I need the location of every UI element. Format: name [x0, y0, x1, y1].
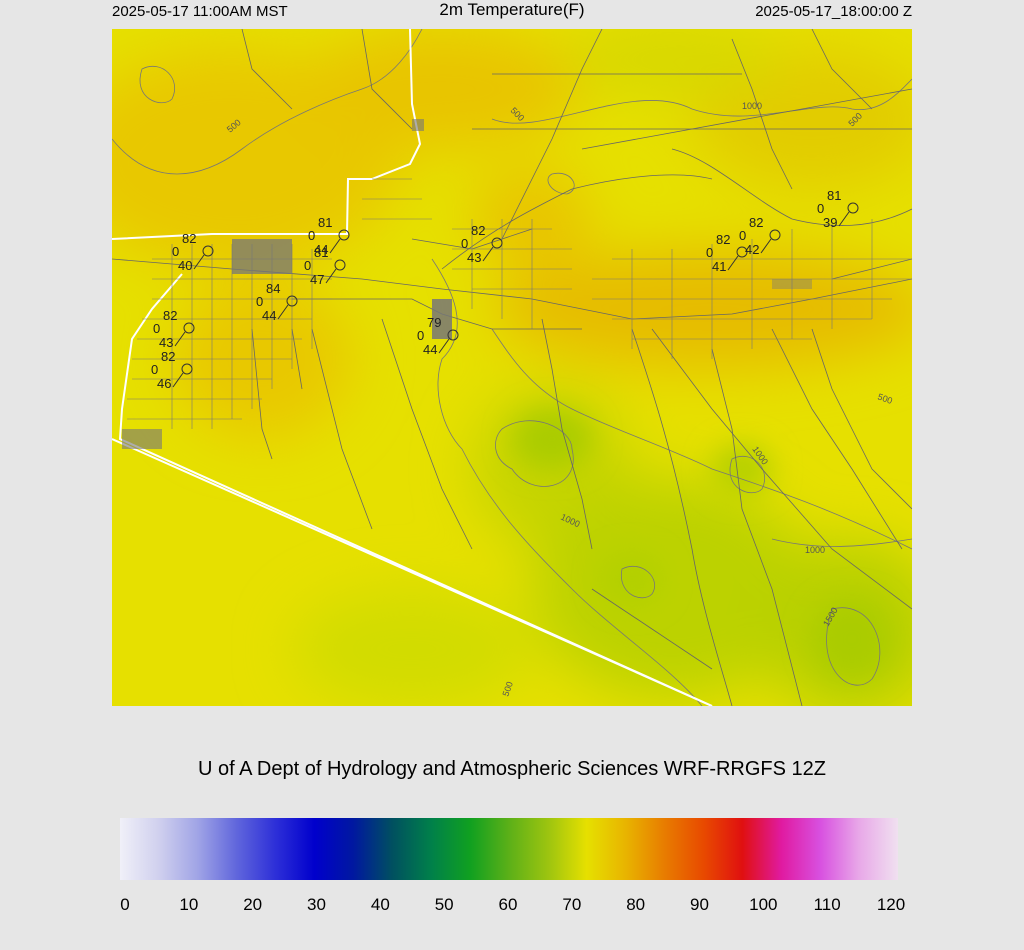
colorbar-tick-label: 0	[120, 895, 130, 914]
colorbar-tick-label: 50	[434, 895, 454, 914]
station-cloud: 0	[172, 244, 179, 259]
station-cloud: 0	[461, 236, 468, 251]
station-cloud: 0	[308, 228, 315, 243]
station-cloud: 0	[256, 294, 263, 309]
station-dew: 39	[823, 215, 837, 230]
valid-time-label: 2025-05-17_18:00:00 Z	[755, 3, 912, 20]
station-circle	[202, 245, 214, 257]
station-dew: 42	[745, 242, 759, 257]
colorbar-tick-label: 120	[876, 895, 906, 914]
station-dew: 44	[262, 308, 276, 323]
station-cloud: 0	[417, 328, 424, 343]
contour-label: 1000	[742, 101, 762, 111]
temperature-map: 500 500 1000 500 500 1000 1000 1000 1500…	[112, 29, 912, 706]
station-cloud: 0	[153, 321, 160, 336]
model-credit: U of A Dept of Hydrology and Atmospheric…	[197, 758, 827, 780]
wind-barb	[760, 238, 772, 254]
wind-barb	[329, 238, 341, 254]
station-plots: 8204081044810478404482043820468204379044…	[151, 188, 859, 391]
station-dew: 43	[467, 250, 481, 265]
colorbar-tick-label: 80	[626, 895, 646, 914]
wind-barb	[174, 331, 186, 347]
station-circle	[286, 295, 298, 307]
colorbar-tick-label: 40	[370, 895, 390, 914]
station-circle	[181, 363, 193, 375]
station-dew: 43	[159, 335, 173, 350]
colorbar-tick-label: 20	[243, 895, 263, 914]
station-cloud: 0	[304, 258, 311, 273]
station-cloud: 0	[706, 245, 713, 260]
station-circle	[736, 246, 748, 258]
station-cloud: 0	[739, 228, 746, 243]
station-dew: 46	[157, 376, 171, 391]
station-circle	[338, 229, 350, 241]
elevation-contours	[112, 29, 912, 706]
contour-label: 500	[876, 391, 894, 406]
station-cloud: 0	[151, 362, 158, 377]
wind-barb	[838, 211, 850, 227]
station-temp: 81	[827, 188, 841, 203]
station-temp: 82	[716, 232, 730, 247]
colorbar-tick-label: 60	[498, 895, 518, 914]
colorbar-tick-label: 110	[813, 895, 841, 914]
urban-core	[122, 119, 812, 449]
station-circle	[447, 329, 459, 341]
map-title: 2m Temperature(F)	[439, 0, 585, 19]
wind-barb	[438, 338, 450, 354]
station-temp: 82	[471, 223, 485, 238]
wind-barb	[325, 268, 337, 284]
station-temp: 82	[163, 308, 177, 323]
station-cloud: 0	[817, 201, 824, 216]
station-dew: 44	[314, 242, 328, 257]
station-temp: 84	[266, 281, 280, 296]
station-temp: 81	[318, 215, 332, 230]
colorbar-tick-label: 10	[179, 895, 199, 914]
temperature-colorbar	[120, 818, 898, 880]
wind-barb	[193, 254, 205, 270]
station-circle	[769, 229, 781, 241]
station-circle	[847, 202, 859, 214]
colorbar-tick-label: 90	[690, 895, 709, 914]
contour-label: 1000	[805, 545, 825, 555]
local-time-label: 2025-05-17 11:00AM MST	[112, 3, 288, 20]
wind-barb	[727, 255, 739, 271]
station-temp: 82	[182, 231, 196, 246]
contour-label: 500	[500, 680, 515, 698]
station-temp: 79	[427, 315, 441, 330]
wind-barb	[277, 304, 289, 320]
station-circle	[334, 259, 346, 271]
colorbar-tick-label: 30	[307, 895, 326, 914]
station-temp: 82	[749, 215, 763, 230]
colorbar-tick-label: 100	[749, 895, 778, 914]
station-temp: 81	[314, 245, 328, 260]
wind-barb	[172, 372, 184, 388]
wind-barb	[482, 246, 494, 262]
station-circle	[491, 237, 503, 249]
station-circle	[183, 322, 195, 334]
station-dew: 47	[310, 272, 324, 287]
colorbar-tick-label: 70	[562, 895, 582, 914]
station-dew: 44	[423, 342, 437, 357]
station-temp: 82	[161, 349, 175, 364]
station-dew: 41	[712, 259, 726, 274]
station-dew: 40	[178, 258, 192, 273]
